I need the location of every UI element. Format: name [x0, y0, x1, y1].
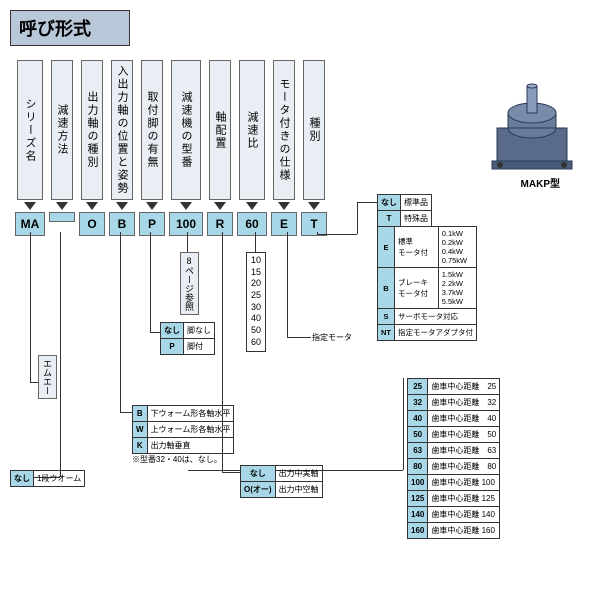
code-box: T [301, 212, 327, 236]
arrow-down-icon [56, 202, 68, 210]
gearbox-label: MAKP型 [521, 175, 560, 190]
conn [357, 202, 358, 234]
col-label: 種別 [303, 60, 325, 200]
conn [187, 232, 188, 252]
conn [150, 232, 151, 332]
gearbox-image [487, 78, 582, 175]
conn [120, 232, 121, 412]
arrow-down-icon [180, 202, 192, 210]
arrow-down-icon [86, 202, 98, 210]
conn [357, 202, 377, 203]
col-label: モータ付きの仕様 [273, 60, 295, 200]
shaft-table: なし出力中実軸O(オー)出力中空軸 [240, 465, 323, 498]
col-label: 減速比 [239, 60, 265, 200]
page-title: 呼び形式 [10, 10, 130, 46]
conn [120, 412, 132, 413]
col-label: 減速機の型番 [171, 60, 201, 200]
arrow-down-icon [246, 202, 258, 210]
col-label: 取付脚の有無 [141, 60, 163, 200]
conn [287, 232, 288, 337]
conn [255, 232, 256, 252]
conn [317, 234, 357, 235]
motor-note: 指定モータ [312, 332, 352, 343]
arrow-down-icon [278, 202, 290, 210]
code-box: 100 [169, 212, 203, 236]
code-box [49, 212, 75, 222]
type-table: なし標準品T特殊品 [377, 194, 432, 227]
conn [222, 472, 240, 473]
conn [30, 382, 38, 383]
ratio-list: 1015202530405060 [246, 252, 266, 352]
code-box: P [139, 212, 165, 236]
pos-table: B下ウォーム形各軸水平W上ウォーム形各軸水平K出力軸垂直 [132, 405, 234, 454]
method-table: なし1段ウオーム [10, 470, 85, 487]
code-box: B [109, 212, 135, 236]
dist-table: 25歯車中心距離 2532歯車中心距離 3240歯車中心距離 4050歯車中心距… [407, 378, 500, 539]
code-box: 60 [237, 212, 267, 236]
conn [150, 332, 160, 333]
conn [60, 232, 61, 477]
arrow-down-icon [24, 202, 36, 210]
conn [287, 337, 311, 338]
code-box: E [271, 212, 297, 236]
column-row: シリーズ名MA減速方法出力軸の種別O入出力軸の位置と姿勢B取付脚の有無P減速機の… [15, 60, 327, 236]
col-label: 減速方法 [51, 60, 73, 200]
arrow-down-icon [308, 202, 320, 210]
code-box: O [79, 212, 105, 236]
col-label: 入出力軸の位置と姿勢 [111, 60, 133, 200]
conn [403, 378, 404, 470]
col-label: シリーズ名 [17, 60, 43, 200]
motor-table: E標準モータ付0.1kW0.2kW0.4kW0.75kWBブレーキモータ付1.5… [377, 226, 477, 341]
col-label: 出力軸の種別 [81, 60, 103, 200]
foot-table: なし脚なしP脚付 [160, 322, 215, 355]
arrow-down-icon [116, 202, 128, 210]
code-box: R [207, 212, 233, 236]
arrow-down-icon [214, 202, 226, 210]
conn [30, 232, 31, 382]
series-note: エムエー [38, 355, 57, 399]
page-ref-note: 8ページ参照 [180, 252, 199, 315]
col-label: 軸配置 [209, 60, 231, 200]
arrow-down-icon [146, 202, 158, 210]
pos-note: ※型番32・40は、なし。 [132, 454, 222, 465]
